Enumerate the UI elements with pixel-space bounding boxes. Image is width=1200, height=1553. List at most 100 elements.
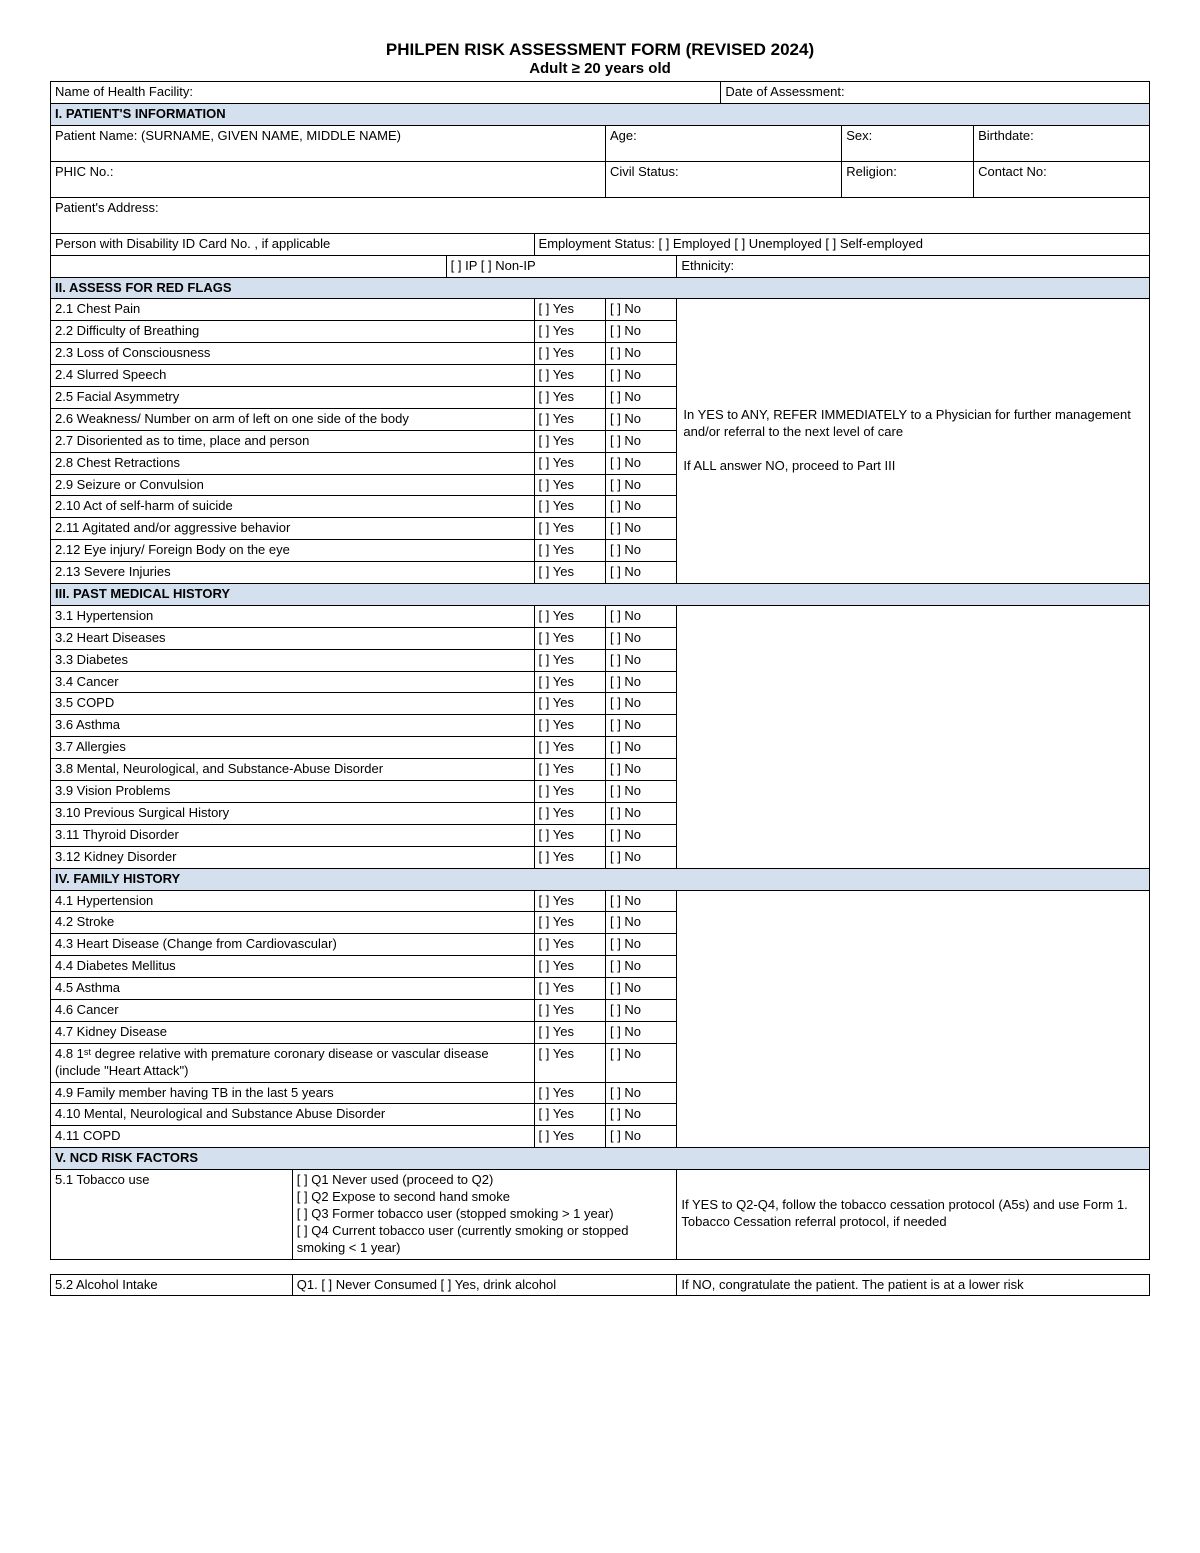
yes-checkbox[interactable]: [ ] Yes [534, 912, 605, 934]
no-checkbox[interactable]: [ ] No [605, 562, 676, 584]
form-subtitle: Adult ≥ 20 years old [50, 60, 1150, 77]
sex-field[interactable]: Sex: [842, 125, 974, 161]
no-checkbox[interactable]: [ ] No [605, 1104, 676, 1126]
alcohol-note: If NO, congratulate the patient. The pat… [677, 1274, 1150, 1296]
birthdate-field[interactable]: Birthdate: [974, 125, 1150, 161]
date-field[interactable]: Date of Assessment: [721, 82, 1150, 104]
no-checkbox[interactable]: [ ] No [605, 299, 676, 321]
no-checkbox[interactable]: [ ] No [605, 999, 676, 1021]
no-checkbox[interactable]: [ ] No [605, 496, 676, 518]
phic-field[interactable]: PHIC No.: [51, 161, 606, 197]
yes-checkbox[interactable]: [ ] Yes [534, 627, 605, 649]
yes-checkbox[interactable]: [ ] Yes [534, 430, 605, 452]
address-field[interactable]: Patient's Address: [51, 197, 1150, 233]
no-checkbox[interactable]: [ ] No [605, 934, 676, 956]
no-checkbox[interactable]: [ ] No [605, 846, 676, 868]
yes-checkbox[interactable]: [ ] Yes [534, 890, 605, 912]
yes-checkbox[interactable]: [ ] Yes [534, 496, 605, 518]
no-checkbox[interactable]: [ ] No [605, 956, 676, 978]
fh-item: 4.5 Asthma [51, 978, 535, 1000]
religion-field[interactable]: Religion: [842, 161, 974, 197]
redflag-item: 2.5 Facial Asymmetry [51, 387, 535, 409]
civil-status-field[interactable]: Civil Status: [605, 161, 841, 197]
redflag-item: 2.1 Chest Pain [51, 299, 535, 321]
yes-checkbox[interactable]: [ ] Yes [534, 518, 605, 540]
no-checkbox[interactable]: [ ] No [605, 430, 676, 452]
yes-checkbox[interactable]: [ ] Yes [534, 759, 605, 781]
pmh-item: 3.6 Asthma [51, 715, 535, 737]
yes-checkbox[interactable]: [ ] Yes [534, 343, 605, 365]
no-checkbox[interactable]: [ ] No [605, 737, 676, 759]
yes-checkbox[interactable]: [ ] Yes [534, 387, 605, 409]
yes-checkbox[interactable]: [ ] Yes [534, 1021, 605, 1043]
yes-checkbox[interactable]: [ ] Yes [534, 781, 605, 803]
no-checkbox[interactable]: [ ] No [605, 693, 676, 715]
no-checkbox[interactable]: [ ] No [605, 759, 676, 781]
no-checkbox[interactable]: [ ] No [605, 408, 676, 430]
yes-checkbox[interactable]: [ ] Yes [534, 715, 605, 737]
yes-checkbox[interactable]: [ ] Yes [534, 408, 605, 430]
contact-field[interactable]: Contact No: [974, 161, 1150, 197]
alcohol-options[interactable]: Q1. [ ] Never Consumed [ ] Yes, drink al… [292, 1274, 677, 1296]
no-checkbox[interactable]: [ ] No [605, 1021, 676, 1043]
no-checkbox[interactable]: [ ] No [605, 1082, 676, 1104]
fh-item: 4.3 Heart Disease (Change from Cardiovas… [51, 934, 535, 956]
facility-field[interactable]: Name of Health Facility: [51, 82, 721, 104]
yes-checkbox[interactable]: [ ] Yes [534, 671, 605, 693]
yes-checkbox[interactable]: [ ] Yes [534, 693, 605, 715]
tobacco-options[interactable]: [ ] Q1 Never used (proceed to Q2) [ ] Q2… [292, 1170, 677, 1259]
yes-checkbox[interactable]: [ ] Yes [534, 956, 605, 978]
no-checkbox[interactable]: [ ] No [605, 518, 676, 540]
yes-checkbox[interactable]: [ ] Yes [534, 999, 605, 1021]
fh-item: 4.9 Family member having TB in the last … [51, 1082, 535, 1104]
pmh-item: 3.1 Hypertension [51, 605, 535, 627]
no-checkbox[interactable]: [ ] No [605, 452, 676, 474]
no-checkbox[interactable]: [ ] No [605, 978, 676, 1000]
no-checkbox[interactable]: [ ] No [605, 715, 676, 737]
yes-checkbox[interactable]: [ ] Yes [534, 649, 605, 671]
yes-checkbox[interactable]: [ ] Yes [534, 824, 605, 846]
ip-field[interactable]: [ ] IP [ ] Non-IP [446, 255, 677, 277]
pwd-id-field[interactable]: Person with Disability ID Card No. , if … [51, 233, 535, 255]
yes-checkbox[interactable]: [ ] Yes [534, 540, 605, 562]
no-checkbox[interactable]: [ ] No [605, 627, 676, 649]
no-checkbox[interactable]: [ ] No [605, 1043, 676, 1082]
yes-checkbox[interactable]: [ ] Yes [534, 846, 605, 868]
yes-checkbox[interactable]: [ ] Yes [534, 1082, 605, 1104]
no-checkbox[interactable]: [ ] No [605, 474, 676, 496]
yes-checkbox[interactable]: [ ] Yes [534, 365, 605, 387]
no-checkbox[interactable]: [ ] No [605, 890, 676, 912]
patient-name-field[interactable]: Patient Name: (SURNAME, GIVEN NAME, MIDD… [51, 125, 606, 161]
yes-checkbox[interactable]: [ ] Yes [534, 737, 605, 759]
no-checkbox[interactable]: [ ] No [605, 321, 676, 343]
yes-checkbox[interactable]: [ ] Yes [534, 321, 605, 343]
employment-field[interactable]: Employment Status: [ ] Employed [ ] Unem… [534, 233, 1149, 255]
no-checkbox[interactable]: [ ] No [605, 387, 676, 409]
yes-checkbox[interactable]: [ ] Yes [534, 605, 605, 627]
yes-checkbox[interactable]: [ ] Yes [534, 299, 605, 321]
no-checkbox[interactable]: [ ] No [605, 671, 676, 693]
no-checkbox[interactable]: [ ] No [605, 649, 676, 671]
no-checkbox[interactable]: [ ] No [605, 912, 676, 934]
yes-checkbox[interactable]: [ ] Yes [534, 1104, 605, 1126]
no-checkbox[interactable]: [ ] No [605, 343, 676, 365]
yes-checkbox[interactable]: [ ] Yes [534, 934, 605, 956]
yes-checkbox[interactable]: [ ] Yes [534, 1126, 605, 1148]
redflag-item: 2.2 Difficulty of Breathing [51, 321, 535, 343]
yes-checkbox[interactable]: [ ] Yes [534, 978, 605, 1000]
no-checkbox[interactable]: [ ] No [605, 605, 676, 627]
no-checkbox[interactable]: [ ] No [605, 781, 676, 803]
ethnicity-field[interactable]: Ethnicity: [677, 255, 1150, 277]
no-checkbox[interactable]: [ ] No [605, 365, 676, 387]
pmh-item: 3.9 Vision Problems [51, 781, 535, 803]
no-checkbox[interactable]: [ ] No [605, 540, 676, 562]
no-checkbox[interactable]: [ ] No [605, 1126, 676, 1148]
yes-checkbox[interactable]: [ ] Yes [534, 474, 605, 496]
no-checkbox[interactable]: [ ] No [605, 802, 676, 824]
yes-checkbox[interactable]: [ ] Yes [534, 802, 605, 824]
yes-checkbox[interactable]: [ ] Yes [534, 1043, 605, 1082]
no-checkbox[interactable]: [ ] No [605, 824, 676, 846]
age-field[interactable]: Age: [605, 125, 841, 161]
yes-checkbox[interactable]: [ ] Yes [534, 452, 605, 474]
yes-checkbox[interactable]: [ ] Yes [534, 562, 605, 584]
